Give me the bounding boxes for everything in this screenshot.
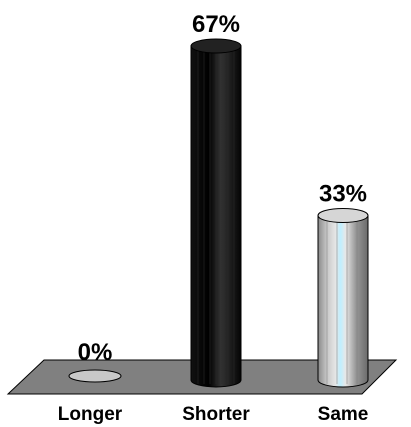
tick-label-shorter: Shorter — [182, 404, 250, 425]
bar-same — [317, 207, 369, 388]
tick-label-same: Same — [318, 404, 369, 425]
bars-group — [68, 38, 369, 388]
bar-shorter — [190, 38, 242, 388]
value-label-longer: 0% — [78, 339, 113, 366]
tick-labels-group: Longer Shorter Same — [58, 404, 369, 425]
bar-longer — [68, 369, 122, 383]
value-label-shorter: 67% — [192, 11, 240, 38]
value-label-same: 33% — [319, 180, 367, 207]
value-labels-group: 0% 67% 33% — [78, 11, 367, 366]
tick-label-longer: Longer — [58, 404, 123, 425]
